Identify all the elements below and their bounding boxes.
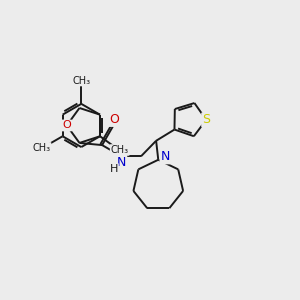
Text: CH₃: CH₃ xyxy=(72,76,90,85)
Text: CH₃: CH₃ xyxy=(32,143,51,153)
Text: O: O xyxy=(109,113,119,126)
Text: CH₃: CH₃ xyxy=(111,145,129,155)
Text: N: N xyxy=(160,150,170,163)
Text: S: S xyxy=(202,113,210,126)
Text: N: N xyxy=(117,156,126,169)
Text: H: H xyxy=(110,164,118,174)
Text: O: O xyxy=(62,121,71,130)
